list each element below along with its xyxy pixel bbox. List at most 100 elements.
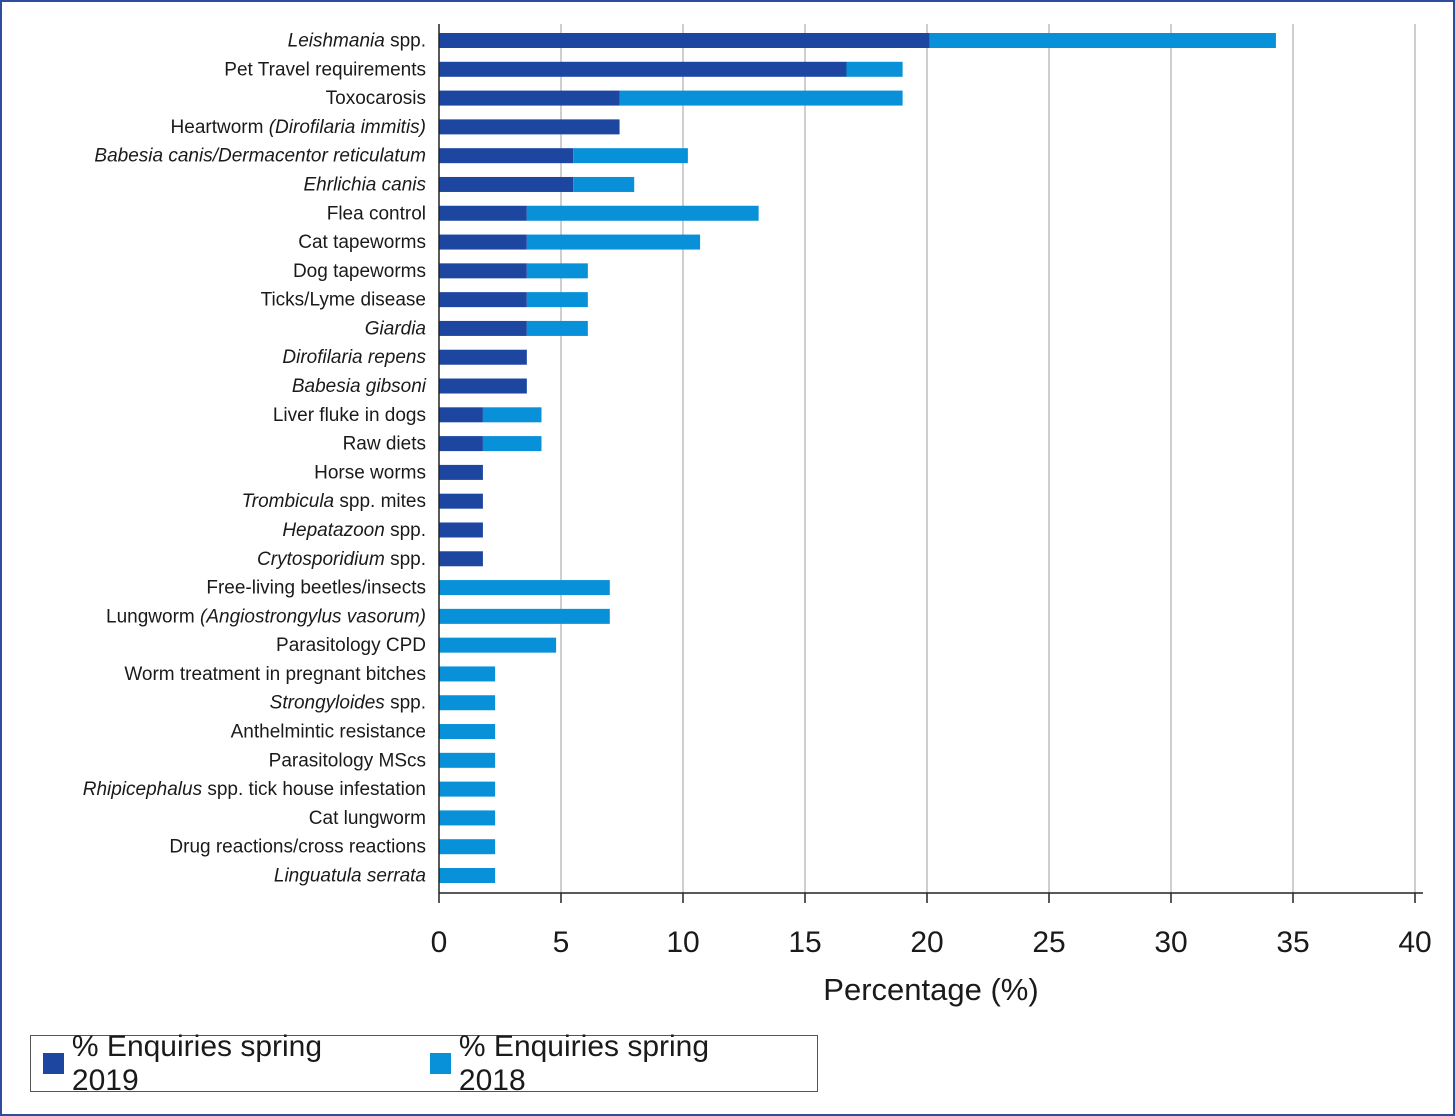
- category-label-part: Parasitology CPD: [276, 635, 426, 656]
- bar-2018: [439, 666, 496, 682]
- bar-2019: [439, 493, 483, 509]
- category-label: Dirofilaria repens: [282, 347, 426, 368]
- bar-2019: [439, 522, 483, 538]
- category-label: Liver fluke in dogs: [273, 405, 426, 426]
- category-label: Giardia: [365, 318, 426, 339]
- bar-2019: [439, 292, 527, 308]
- bar-2018: [439, 695, 496, 711]
- bar-2018: [573, 148, 688, 164]
- category-label-part: Toxocarosis: [326, 88, 426, 109]
- category-label: Parasitology CPD: [276, 635, 426, 656]
- category-label-part: Crytosporidium: [257, 549, 385, 570]
- bar-2018: [439, 752, 496, 768]
- legend-swatch-2018: [430, 1053, 451, 1074]
- category-label-part: Heartworm: [171, 117, 269, 138]
- legend-label-2018: % Enquiries spring 2018: [458, 1029, 710, 1097]
- bar-2019: [439, 205, 527, 221]
- bar-2018: [846, 61, 903, 77]
- category-label: Crytosporidium spp.: [257, 549, 426, 570]
- bar-2018: [526, 234, 701, 250]
- category-label-part: Worm treatment in pregnant bitches: [124, 664, 426, 685]
- category-label: Rhipicephalus spp. tick house infestatio…: [83, 779, 426, 800]
- category-label: Cat tapeworms: [298, 232, 426, 253]
- x-tick-label: 40: [1398, 926, 1431, 959]
- category-label-part: spp.: [385, 549, 426, 570]
- bar-2018: [526, 263, 588, 279]
- bar-2018: [526, 292, 588, 308]
- category-label: Heartworm (Dirofilaria immitis): [171, 117, 426, 138]
- bar-2019: [439, 33, 930, 48]
- category-label: Parasitology MScs: [269, 750, 426, 771]
- category-label: Free-living beetles/insects: [206, 578, 426, 599]
- category-label: Trombicula spp. mites: [242, 491, 426, 512]
- bar-2019: [439, 61, 847, 77]
- category-label-part: Dog tapeworms: [293, 261, 426, 282]
- category-label: Hepatazoon spp.: [282, 520, 426, 541]
- category-label-part: Liver fluke in dogs: [273, 405, 426, 426]
- category-label: Pet Travel requirements: [224, 59, 426, 80]
- bars: [439, 33, 1276, 883]
- bar-2018: [929, 33, 1276, 48]
- x-axis: 0 5 10 15 20 25 30 35 40: [431, 24, 1432, 959]
- bar-2018: [526, 205, 759, 221]
- bar-2018: [439, 781, 496, 797]
- category-label-part: Leishmania: [288, 31, 385, 52]
- category-label-part: Flea control: [327, 203, 426, 224]
- category-label: Anthelmintic resistance: [231, 722, 426, 743]
- bar-2019: [439, 263, 527, 279]
- category-label: Dog tapeworms: [293, 261, 426, 282]
- category-label-part: Ticks/Lyme disease: [261, 290, 426, 311]
- category-label-part: Rhipicephalus: [83, 779, 203, 800]
- bar-2019: [439, 90, 620, 106]
- category-label-part: Drug reactions/cross reactions: [169, 837, 426, 858]
- gridlines: [560, 24, 1416, 893]
- category-label-part: Cat lungworm: [309, 808, 426, 829]
- x-tick-label: 35: [1276, 926, 1309, 959]
- bar-2019: [439, 464, 483, 480]
- category-label-part: Hepatazoon: [282, 520, 384, 541]
- category-label-part: Babesia gibsoni: [292, 376, 427, 397]
- legend-swatch-2019: [43, 1053, 64, 1074]
- x-tick-label: 25: [1032, 926, 1065, 959]
- category-label-part: (Angiostrongylus vasorum): [200, 606, 426, 627]
- category-label: Cat lungworm: [309, 808, 426, 829]
- bar-2018: [439, 810, 496, 826]
- category-label-part: (Dirofilaria immitis): [269, 117, 426, 138]
- category-label: Raw diets: [343, 434, 426, 455]
- bar-2019: [439, 407, 483, 423]
- category-label-part: Giardia: [365, 318, 426, 339]
- category-label-part: Strongyloides: [270, 693, 386, 714]
- category-label-part: Raw diets: [343, 434, 426, 455]
- bar-2018: [619, 90, 903, 106]
- bar-2019: [439, 378, 527, 394]
- x-axis-title: Percentage (%): [823, 972, 1038, 1007]
- bar-2019: [439, 320, 527, 336]
- category-label-part: spp.: [385, 31, 426, 52]
- category-label-part: Ehrlichia canis: [304, 174, 427, 195]
- bar-2018: [573, 176, 635, 192]
- category-label: Ticks/Lyme disease: [261, 290, 426, 311]
- category-label: Strongyloides spp.: [270, 693, 426, 714]
- category-label-part: Trombicula: [242, 491, 335, 512]
- category-label-part: Babesia canis/Dermacentor reticulatum: [94, 146, 426, 167]
- legend-item-2018: % Enquiries spring 2018: [430, 1030, 783, 1098]
- category-label: Drug reactions/cross reactions: [169, 837, 426, 858]
- category-labels: Leishmania spp. Pet Travel requirements To…: [83, 31, 427, 887]
- bar-2019: [439, 176, 574, 192]
- bar-2018: [526, 320, 588, 336]
- category-label-part: Dirofilaria repens: [282, 347, 426, 368]
- bar-2018: [439, 637, 557, 653]
- x-tick-label: 30: [1154, 926, 1187, 959]
- category-label: Flea control: [327, 203, 426, 224]
- bar-2019: [439, 234, 527, 250]
- bar-2018: [482, 407, 542, 423]
- category-label-part: Horse worms: [314, 462, 426, 483]
- x-tick-label: 10: [666, 926, 699, 959]
- category-label: Linguatula serrata: [274, 866, 426, 887]
- bar-2018: [439, 608, 610, 624]
- category-label: Lungworm (Angiostrongylus vasorum): [106, 606, 426, 627]
- bar-2018: [482, 436, 542, 452]
- category-label-part: spp.: [385, 520, 426, 541]
